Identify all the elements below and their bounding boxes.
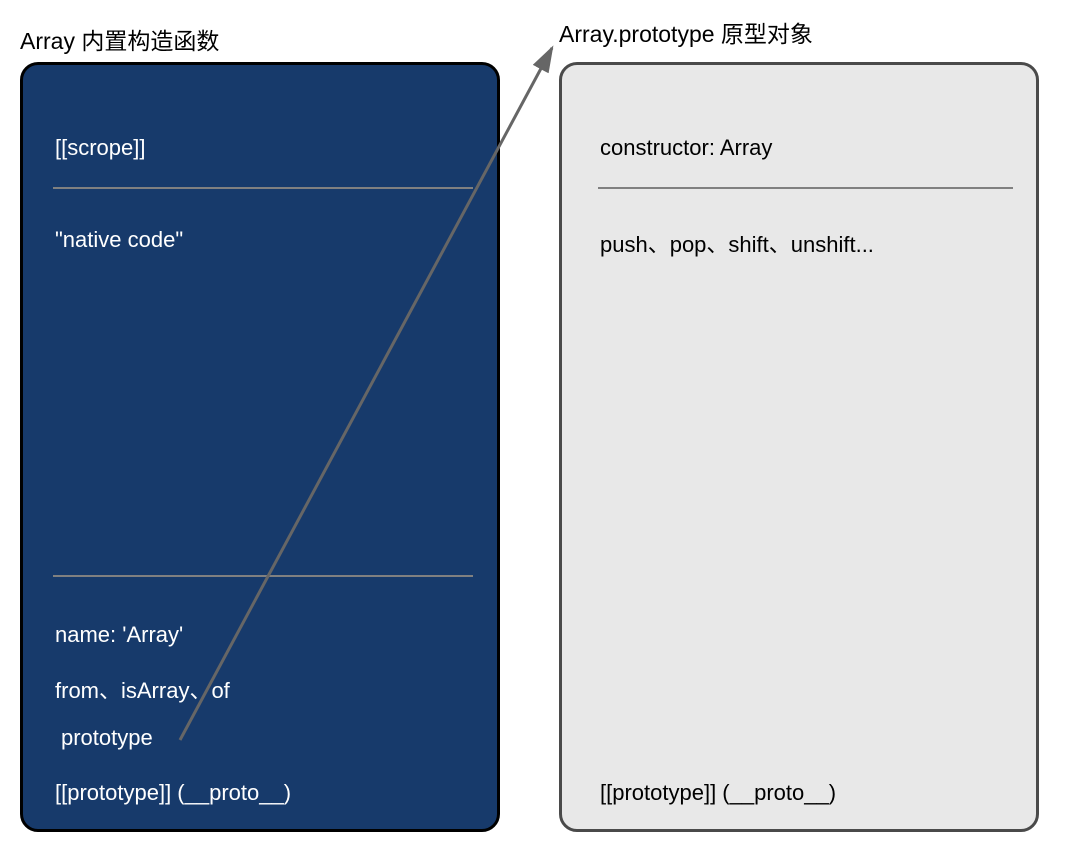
prototype-label: prototype — [61, 725, 153, 751]
array-constructor-box: [[scrope]] "native code" name: 'Array' f… — [20, 62, 500, 832]
native-code-label: "native code" — [55, 227, 183, 253]
diagram-container: Array 内置构造函数 Array.prototype 原型对象 [[scro… — [0, 0, 1066, 853]
instance-methods-label: push、pop、shift、unshift... — [600, 227, 874, 259]
name-property-label: name: 'Array' — [55, 622, 183, 648]
left-divider-2 — [53, 575, 473, 577]
right-box-title: Array.prototype 原型对象 — [559, 15, 813, 49]
array-prototype-box: constructor: Array push、pop、shift、unshif… — [559, 62, 1039, 832]
right-divider-1 — [598, 187, 1013, 189]
left-proto-label: [[prototype]] (__proto__) — [55, 780, 291, 806]
scope-label: [[scrope]] — [55, 135, 145, 161]
right-proto-label: [[prototype]] (__proto__) — [600, 780, 836, 806]
left-box-title: Array 内置构造函数 — [20, 22, 219, 56]
constructor-label: constructor: Array — [600, 135, 772, 161]
static-methods-label: from、isArray、of — [55, 673, 230, 705]
left-divider-1 — [53, 187, 473, 189]
